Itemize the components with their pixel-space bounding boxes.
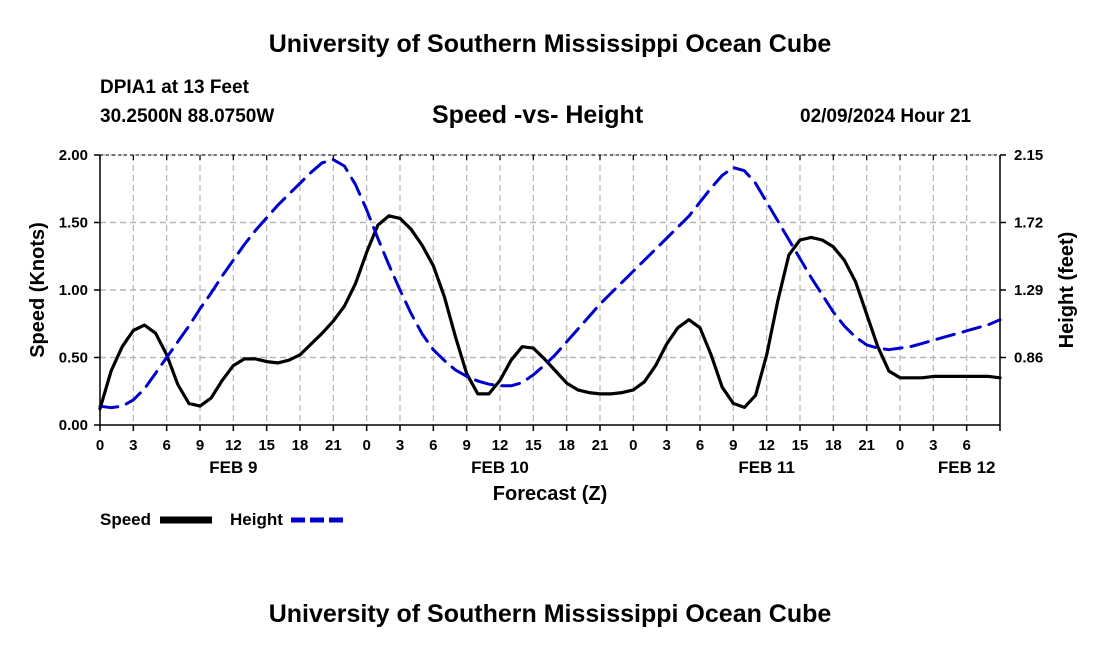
x-tick-label: 15	[258, 437, 275, 454]
x-tick-label: 9	[462, 437, 470, 454]
x-tick-label: 3	[396, 437, 404, 454]
x-tick-label: 21	[592, 437, 609, 454]
legend: Speed Height	[100, 510, 343, 529]
y2-axis-label: Height (feet)	[1056, 232, 1078, 349]
day-label: FEB 11	[738, 458, 795, 477]
y-tick-label: 1.00	[59, 282, 88, 299]
page-title: University of Southern Mississippi Ocean…	[268, 30, 832, 58]
x-tick-label: 21	[325, 437, 342, 454]
x-tick-label: 12	[225, 437, 242, 454]
tick-labels: 0 3 6 9 12 15 18 21 0 3 6 9 12 15 18 21 0 3 6 9 12 15 18 21 0 3 6 F…	[59, 147, 1043, 477]
y-tick-label: 0.50	[59, 350, 88, 367]
x-tick-label: 0	[96, 437, 104, 454]
forecast-date: 02/09/2024 Hour 21	[800, 106, 972, 127]
series-line-height	[98, 158, 1002, 410]
y-axis-label: Speed (Knots)	[27, 222, 49, 358]
x-tick-label: 12	[492, 437, 509, 454]
x-tick-label: 0	[629, 437, 637, 454]
y2-tick-label: 0.86	[1014, 350, 1043, 367]
series-line-speed	[98, 214, 1002, 411]
chart-title: Speed -vs- Height	[432, 101, 644, 129]
y2-tick-label: 1.72	[1014, 215, 1043, 232]
axes	[94, 154, 1006, 431]
x-tick-label: 6	[429, 437, 437, 454]
x-tick-label: 3	[929, 437, 937, 454]
x-tick-label: 15	[525, 437, 542, 454]
x-tick-label: 6	[696, 437, 704, 454]
day-label: FEB 12	[938, 458, 996, 477]
y2-tick-label: 1.29	[1014, 282, 1043, 299]
x-tick-label: 3	[662, 437, 670, 454]
day-label: FEB 9	[209, 458, 257, 477]
x-tick-label: 12	[758, 437, 775, 454]
day-label: FEB 10	[471, 458, 529, 477]
coordinates-label: 30.2500N 88.0750W	[100, 106, 275, 127]
y-tick-label: 2.00	[59, 147, 88, 164]
x-tick-label: 21	[858, 437, 875, 454]
station-label: DPIA1 at 13 Feet	[100, 77, 249, 98]
x-tick-label: 6	[162, 437, 170, 454]
x-tick-label: 18	[292, 437, 309, 454]
y-tick-label: 0.00	[59, 417, 88, 434]
legend-speed-label: Speed	[100, 510, 151, 529]
y2-tick-label: 2.15	[1014, 147, 1043, 164]
x-tick-label: 3	[129, 437, 137, 454]
x-tick-label: 0	[362, 437, 370, 454]
x-tick-label: 9	[729, 437, 737, 454]
x-tick-label: 9	[196, 437, 204, 454]
x-tick-label: 0	[896, 437, 904, 454]
x-tick-label: 18	[558, 437, 575, 454]
series-layer	[98, 158, 1002, 411]
x-axis-label: Forecast (Z)	[493, 483, 607, 505]
grid	[100, 154, 1000, 425]
footer-title: University of Southern Mississippi Ocean…	[268, 600, 832, 628]
y-tick-label: 1.50	[59, 215, 88, 232]
x-tick-label: 18	[825, 437, 842, 454]
x-tick-label: 15	[792, 437, 809, 454]
x-tick-label: 6	[962, 437, 970, 454]
legend-height-label: Height	[230, 510, 283, 529]
